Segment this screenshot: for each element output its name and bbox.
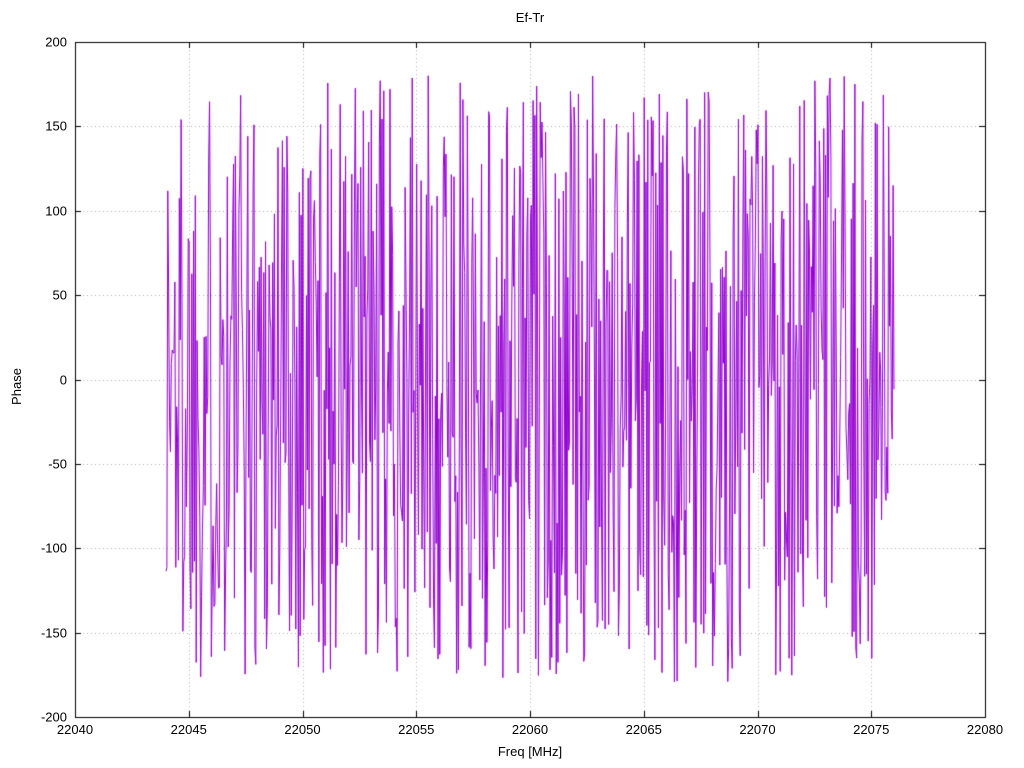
x-tick-label: 22065: [625, 722, 662, 737]
y-tick-label: -200: [40, 709, 67, 725]
y-tick-label: 150: [45, 118, 67, 134]
y-tick-label: 0: [59, 372, 67, 387]
x-tick-label: 22045: [170, 722, 207, 737]
y-tick-label: -50: [48, 456, 67, 472]
x-tick-label: 22040: [56, 722, 94, 737]
x-tick-label: 22060: [511, 722, 549, 737]
x-tick-label: 22080: [966, 722, 1004, 737]
chart-title: Ef-Tr: [515, 10, 545, 25]
x-tick-label: 22055: [398, 722, 435, 737]
y-tick-label: 100: [45, 203, 67, 219]
x-axis-label: Freq [MHz]: [497, 744, 563, 759]
y-tick-label: 50: [52, 287, 67, 303]
y-tick-label: 200: [45, 34, 67, 50]
x-tick-label: 22070: [739, 722, 776, 737]
y-tick-label: -150: [40, 625, 67, 641]
x-tick-label: 22050: [284, 722, 321, 737]
y-axis-label: Phase: [8, 368, 24, 405]
y-tick-label: -100: [40, 540, 67, 556]
x-tick-label: 22075: [853, 722, 890, 737]
